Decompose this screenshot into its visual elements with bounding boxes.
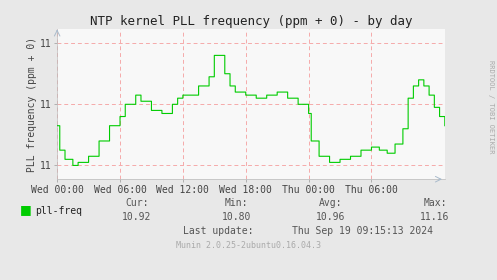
Y-axis label: PLL frequency (ppm + 0): PLL frequency (ppm + 0) bbox=[27, 37, 37, 172]
Text: Munin 2.0.25-2ubuntu0.16.04.3: Munin 2.0.25-2ubuntu0.16.04.3 bbox=[176, 241, 321, 250]
Text: 10.80: 10.80 bbox=[221, 212, 251, 222]
Text: Min:: Min: bbox=[224, 198, 248, 208]
Text: RRDTOOL / TOBI OETIKER: RRDTOOL / TOBI OETIKER bbox=[488, 60, 494, 153]
Text: Max:: Max: bbox=[423, 198, 447, 208]
Text: Avg:: Avg: bbox=[319, 198, 342, 208]
Text: pll-freq: pll-freq bbox=[35, 206, 82, 216]
Text: 10.96: 10.96 bbox=[316, 212, 345, 222]
Text: Last update:: Last update: bbox=[183, 226, 254, 236]
Text: 11.16: 11.16 bbox=[420, 212, 450, 222]
Title: NTP kernel PLL frequency (ppm + 0) - by day: NTP kernel PLL frequency (ppm + 0) - by … bbox=[90, 15, 412, 28]
Text: Thu Sep 19 09:15:13 2024: Thu Sep 19 09:15:13 2024 bbox=[292, 226, 433, 236]
Text: 10.92: 10.92 bbox=[122, 212, 152, 222]
Text: ■: ■ bbox=[20, 204, 32, 216]
Text: Cur:: Cur: bbox=[125, 198, 149, 208]
